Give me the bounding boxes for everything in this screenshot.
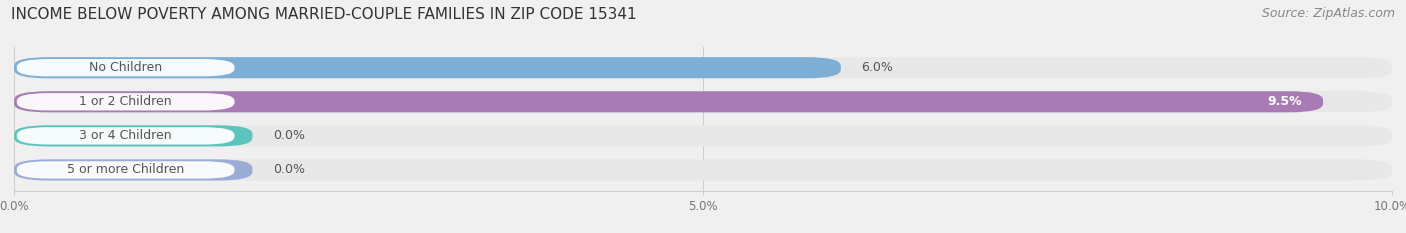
FancyBboxPatch shape: [14, 159, 1392, 181]
Text: No Children: No Children: [89, 61, 162, 74]
Text: INCOME BELOW POVERTY AMONG MARRIED-COUPLE FAMILIES IN ZIP CODE 15341: INCOME BELOW POVERTY AMONG MARRIED-COUPL…: [11, 7, 637, 22]
FancyBboxPatch shape: [14, 159, 253, 181]
FancyBboxPatch shape: [17, 127, 235, 144]
Text: 9.5%: 9.5%: [1268, 95, 1302, 108]
FancyBboxPatch shape: [17, 93, 235, 110]
FancyBboxPatch shape: [14, 125, 253, 146]
FancyBboxPatch shape: [14, 91, 1323, 112]
Text: 5 or more Children: 5 or more Children: [67, 163, 184, 176]
Text: 1 or 2 Children: 1 or 2 Children: [79, 95, 172, 108]
FancyBboxPatch shape: [14, 125, 1392, 146]
FancyBboxPatch shape: [14, 57, 841, 78]
Text: Source: ZipAtlas.com: Source: ZipAtlas.com: [1261, 7, 1395, 20]
Text: 3 or 4 Children: 3 or 4 Children: [79, 129, 172, 142]
FancyBboxPatch shape: [14, 57, 1392, 78]
FancyBboxPatch shape: [17, 59, 235, 76]
Text: 0.0%: 0.0%: [273, 129, 305, 142]
Text: 6.0%: 6.0%: [862, 61, 893, 74]
Text: 0.0%: 0.0%: [273, 163, 305, 176]
FancyBboxPatch shape: [14, 91, 1392, 112]
FancyBboxPatch shape: [17, 161, 235, 179]
